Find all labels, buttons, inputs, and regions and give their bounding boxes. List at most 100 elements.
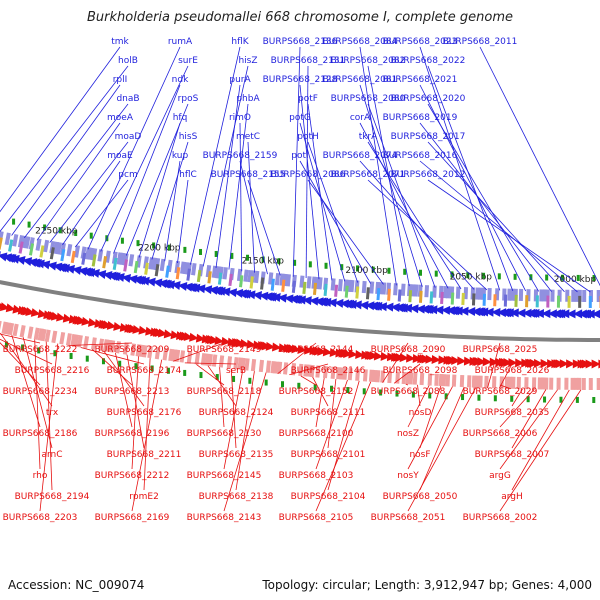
reverse-gene-arrow bbox=[355, 350, 365, 360]
top-gene-label: BURPS668_2074 bbox=[323, 151, 398, 161]
gc-tick bbox=[592, 274, 596, 281]
reverse-gene-arrow bbox=[559, 359, 569, 369]
gc-tick bbox=[543, 396, 547, 403]
reverse-feature-block bbox=[380, 370, 386, 383]
bottom-label-connector bbox=[69, 342, 133, 346]
feature-color-block bbox=[18, 241, 24, 254]
bottom-label-connector bbox=[499, 389, 558, 470]
forward-feature-block bbox=[487, 287, 492, 301]
bottom-label-connector bbox=[511, 389, 570, 491]
bottom-gene-label: BURPS668_2234 bbox=[3, 387, 78, 397]
bottom-gene-label: BURPS668_2216 bbox=[15, 366, 90, 376]
forward-gene-arrow bbox=[321, 297, 332, 307]
feature-color-block bbox=[154, 264, 160, 277]
bottom-label-connector bbox=[312, 376, 329, 407]
forward-gene-arrow bbox=[359, 300, 369, 310]
reverse-gene-arrow bbox=[438, 355, 448, 365]
forward-feature-block bbox=[191, 263, 197, 276]
forward-gene-arrow bbox=[258, 291, 269, 301]
top-gene-label: hflK bbox=[231, 37, 249, 47]
gc-tick bbox=[493, 395, 497, 402]
top-gene-label: rplI bbox=[113, 75, 128, 85]
forward-feature-block bbox=[274, 273, 281, 286]
forward-gene-arrow bbox=[516, 308, 526, 318]
gc-tick bbox=[246, 254, 250, 261]
top-gene-label: BURPS668_2136 bbox=[263, 37, 338, 47]
reverse-gene-arrow bbox=[482, 357, 492, 367]
reverse-gene-arrow bbox=[533, 358, 543, 368]
forward-feature-block bbox=[285, 274, 291, 287]
forward-gene-arrow bbox=[530, 308, 540, 318]
bottom-gene-label: BURPS668_2149 bbox=[187, 345, 262, 355]
forward-gene-arrow bbox=[10, 254, 20, 264]
top-label-connector bbox=[202, 65, 249, 267]
gc-tick bbox=[199, 248, 203, 255]
top-gene-label: moeA bbox=[107, 113, 134, 123]
bottom-label-connector bbox=[173, 342, 225, 362]
reverse-gene-arrow bbox=[477, 357, 487, 367]
bottom-gene-label: serB bbox=[226, 366, 246, 376]
forward-feature-block bbox=[66, 243, 73, 257]
forward-feature-block bbox=[254, 270, 260, 284]
gc-tick bbox=[513, 273, 517, 280]
feature-color-block bbox=[186, 268, 191, 281]
top-gene-label: BURPS668_2131 bbox=[271, 56, 346, 66]
bottom-gene-label: BURPS668_2213 bbox=[95, 387, 170, 397]
bottom-label-connector bbox=[277, 342, 317, 375]
reverse-gene-arrow bbox=[515, 358, 525, 368]
top-gene-label: hisS bbox=[179, 132, 198, 142]
forward-feature-block bbox=[222, 267, 228, 280]
feature-color-block bbox=[228, 273, 233, 287]
reverse-feature-block bbox=[109, 340, 116, 353]
feature-color-block bbox=[493, 294, 497, 307]
bottom-label-connector bbox=[511, 388, 523, 407]
gc-tick bbox=[199, 372, 203, 379]
forward-feature-block bbox=[455, 286, 461, 299]
bottom-label-connector bbox=[0, 338, 53, 365]
forward-gene-arrow bbox=[40, 260, 51, 270]
reverse-gene-arrow bbox=[343, 349, 353, 359]
reverse-feature-block bbox=[83, 336, 90, 349]
forward-gene-arrow bbox=[127, 274, 138, 284]
reverse-feature-block bbox=[283, 362, 289, 375]
reverse-feature-block bbox=[194, 352, 201, 365]
forward-gene-arrow bbox=[479, 307, 489, 317]
feature-color-block bbox=[217, 272, 223, 285]
bottom-gene-label: BURPS668_2124 bbox=[199, 408, 274, 418]
bottom-label-connector bbox=[126, 354, 145, 449]
reverse-gene-arrow bbox=[489, 357, 499, 367]
gc-tick bbox=[355, 265, 359, 272]
bottom-label-connector bbox=[34, 339, 41, 470]
feature-color-block bbox=[578, 295, 582, 308]
bottom-gene-label: BURPS668_2050 bbox=[383, 492, 458, 502]
forward-gene-arrow bbox=[384, 302, 394, 312]
feature-color-block bbox=[355, 286, 360, 299]
feature-color-block bbox=[334, 284, 339, 297]
feature-color-block bbox=[365, 287, 370, 300]
reverse-feature-block bbox=[211, 354, 218, 367]
forward-gene-arrow bbox=[65, 264, 75, 274]
top-label-connector bbox=[359, 84, 423, 288]
top-gene-label: BURPS668_2020 bbox=[391, 94, 466, 104]
forward-feature-block bbox=[445, 286, 451, 299]
top-gene-label: pcm bbox=[118, 170, 137, 180]
reverse-gene-arrow bbox=[412, 354, 422, 363]
reverse-feature-block bbox=[419, 372, 425, 386]
reverse-feature-block bbox=[492, 376, 497, 389]
reverse-gene-arrow bbox=[369, 351, 379, 361]
reverse-feature-block bbox=[33, 327, 40, 341]
bottom-gene-label: argG bbox=[489, 471, 511, 481]
reverse-feature-block bbox=[258, 359, 265, 373]
top-gene-label: potF bbox=[298, 94, 318, 104]
top-gene-label: tmk bbox=[111, 37, 129, 47]
reverse-feature-block bbox=[441, 374, 447, 387]
forward-feature-block bbox=[159, 258, 166, 272]
top-gene-label: purA bbox=[229, 75, 251, 85]
reverse-gene-arrow bbox=[348, 349, 358, 359]
feature-color-block bbox=[397, 289, 402, 302]
reverse-feature-block bbox=[1, 321, 8, 335]
feature-color-block bbox=[376, 288, 381, 301]
feature-color-block bbox=[0, 237, 3, 250]
bottom-gene-label: BURPS668_2135 bbox=[199, 450, 274, 460]
reverse-feature-block bbox=[265, 360, 272, 373]
